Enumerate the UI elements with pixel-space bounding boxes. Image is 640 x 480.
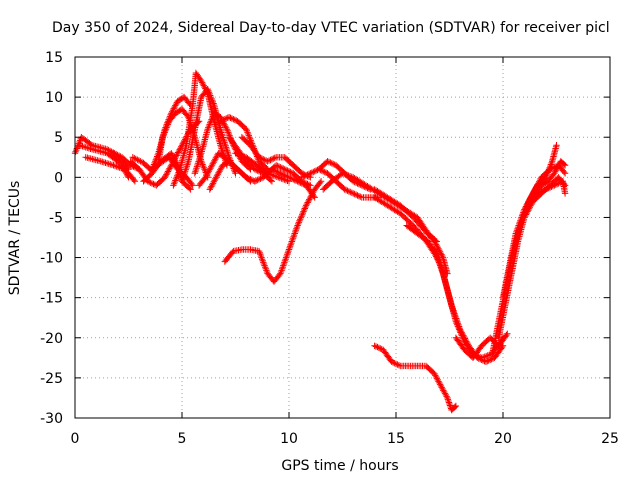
y-axis-label: SDTVAR / TECUs — [7, 181, 23, 296]
x-tick-label: 15 — [387, 431, 405, 447]
series-arc-20 — [255, 162, 314, 189]
plot-frame — [74, 56, 611, 419]
marker-trace — [195, 150, 254, 189]
x-axis-ticks: 0 5 10 15 20 25 — [71, 57, 619, 447]
grid-lines — [75, 57, 610, 418]
marker-trace — [431, 246, 507, 365]
y-tick-label: 5 — [54, 130, 63, 146]
series-arc-3 — [82, 154, 132, 181]
y-tick-label: -20 — [40, 331, 63, 347]
series-arc-4 — [110, 150, 132, 173]
y-tick-label: -10 — [40, 251, 63, 267]
series-arc-28 — [431, 246, 507, 365]
series-arc-33 — [499, 162, 569, 301]
y-axis-ticks: -30 -25 -20 -15 -10 -5 0 5 10 15 — [40, 50, 610, 427]
marker-trace — [206, 158, 258, 193]
marker-trace — [221, 178, 325, 285]
marker-trace — [82, 154, 132, 181]
y-tick-label: -30 — [40, 411, 63, 427]
y-tick-label: -5 — [49, 210, 63, 226]
series-arc-35 — [525, 178, 569, 209]
series-arc-29 — [452, 330, 511, 361]
marker-trace — [255, 162, 314, 189]
series-arc-13 — [195, 150, 254, 189]
marker-trace — [371, 342, 460, 414]
x-tick-label: 20 — [494, 431, 512, 447]
data-points — [71, 69, 569, 414]
x-tick-label: 10 — [280, 431, 298, 447]
y-tick-label: 0 — [54, 170, 63, 186]
x-tick-label: 0 — [71, 431, 80, 447]
marker-trace — [499, 162, 569, 301]
x-tick-label: 25 — [601, 431, 619, 447]
y-tick-label: 10 — [45, 90, 63, 106]
y-tick-label: -15 — [40, 291, 63, 307]
marker-trace — [371, 186, 451, 277]
marker-trace — [452, 330, 511, 361]
marker-trace — [525, 178, 569, 209]
series-arc-26 — [371, 186, 451, 277]
series-arc-30 — [371, 342, 460, 414]
y-tick-label: -25 — [40, 371, 63, 387]
x-tick-label: 5 — [178, 431, 187, 447]
y-tick-label: 15 — [45, 50, 63, 66]
x-axis-label: GPS time / hours — [281, 458, 398, 474]
series-arc-14 — [206, 158, 258, 193]
series-arc-21 — [221, 178, 325, 285]
chart-title: Day 350 of 2024, Sidereal Day-to-day VTE… — [52, 20, 610, 36]
marker-trace — [110, 150, 132, 173]
